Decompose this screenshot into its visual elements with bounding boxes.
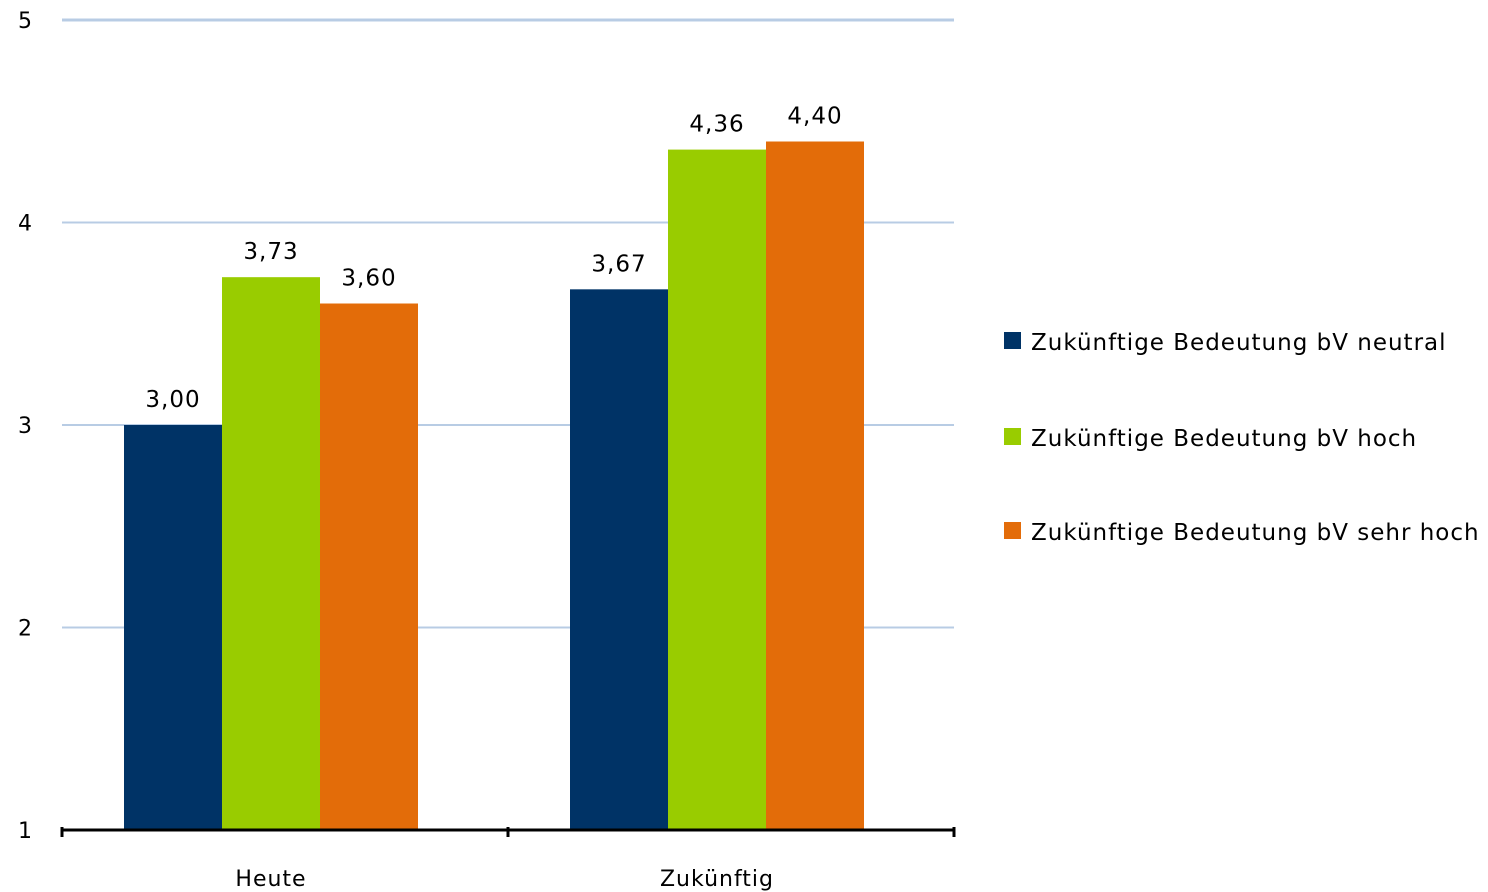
data-label: 3,60 <box>341 266 396 292</box>
y-tick-label: 3 <box>18 414 32 439</box>
y-tick-label: 4 <box>18 212 32 237</box>
bar <box>320 303 418 830</box>
x-axis <box>60 827 956 837</box>
y-tick-label: 1 <box>18 819 32 844</box>
x-axis-category-labels: Heute Zukünftig <box>235 867 774 892</box>
data-label: 3,00 <box>145 387 200 413</box>
data-label: 3,67 <box>591 251 646 277</box>
legend: Zukünftige Bedeutung bV neutral Zukünftig… <box>1004 330 1480 546</box>
bar <box>124 425 222 830</box>
y-tick-label: 2 <box>18 617 32 642</box>
legend-swatch <box>1004 522 1021 539</box>
bar <box>668 149 766 831</box>
bar <box>570 289 668 830</box>
data-label: 3,73 <box>243 239 298 265</box>
x-category-label: Zukünftig <box>660 867 774 892</box>
data-label: 4,40 <box>787 104 842 130</box>
legend-label: Zukünftige Bedeutung bV sehr hoch <box>1031 520 1480 546</box>
data-label: 4,36 <box>689 112 744 138</box>
data-labels: 3,00 3,73 3,60 3,67 4,36 4,40 <box>145 104 842 414</box>
y-tick-label: 5 <box>18 9 32 34</box>
y-axis-ticks: 1 2 3 4 5 <box>18 9 32 844</box>
legend-swatch <box>1004 428 1021 445</box>
bars <box>124 141 864 831</box>
bar <box>222 277 320 830</box>
bar <box>766 141 864 830</box>
legend-label: Zukünftige Bedeutung bV neutral <box>1031 330 1447 356</box>
legend-label: Zukünftige Bedeutung bV hoch <box>1031 426 1417 452</box>
legend-swatch <box>1004 332 1021 349</box>
x-category-label: Heute <box>235 867 306 892</box>
